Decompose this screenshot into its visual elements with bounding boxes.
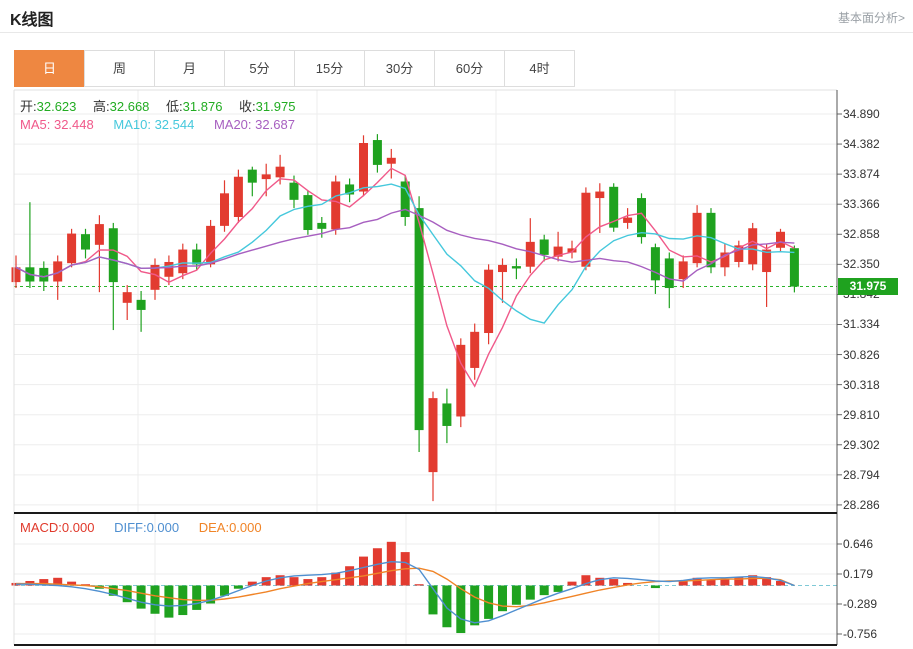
low-value: 31.876 — [182, 99, 223, 114]
header-divider — [0, 32, 913, 33]
ma10-value: 32.544 — [154, 117, 195, 132]
page-title: K线图 — [10, 12, 54, 29]
price-axis-label: 33.366 — [843, 197, 880, 212]
price-axis-label: 34.890 — [843, 107, 880, 121]
price-axis-label: 30.318 — [843, 377, 880, 392]
low-label: 低: — [166, 99, 183, 114]
open-label: 开: — [20, 99, 37, 114]
tab-month[interactable]: 月 — [154, 50, 225, 87]
price-axis-label: 34.382 — [843, 137, 880, 152]
price-axis-label: 30.826 — [843, 347, 880, 362]
price-axis-label: 33.874 — [843, 167, 880, 182]
ohlc-readout: 开:32.623 高:32.668 低:31.876 收:31.975 — [20, 96, 308, 115]
high-label: 高: — [93, 99, 110, 114]
close-value: 31.975 — [255, 99, 296, 114]
ma-readout: MA5: 32.448 MA10: 32.544 MA20: 32.687 — [20, 117, 311, 132]
macd-axis-label: 0.179 — [843, 567, 874, 581]
period-tab-bar: 日 周 月 5分 15分 30分 60分 4时 — [14, 50, 575, 87]
tab-week[interactable]: 周 — [84, 50, 155, 87]
macd-axis-label: 0.646 — [843, 537, 874, 551]
macd-label: MACD: — [20, 520, 62, 535]
diff-value: 0.000 — [146, 520, 180, 535]
ma5-value: 32.448 — [53, 117, 94, 132]
tab-day[interactable]: 日 — [14, 50, 85, 87]
price-axis-label: 32.858 — [843, 227, 880, 242]
macd-value: 0.000 — [61, 520, 95, 535]
macd-axis-label: -0.289 — [843, 597, 878, 611]
ma5-label: MA5: — [20, 117, 51, 132]
tab-60min[interactable]: 60分 — [434, 50, 505, 87]
diff-label: DIFF: — [114, 520, 147, 535]
tab-4hour[interactable]: 4时 — [504, 50, 575, 87]
price-axis-label: 28.286 — [843, 497, 880, 512]
fundamental-analysis-link[interactable]: 基本面分析> — [837, 11, 905, 25]
ma10-label: MA10: — [113, 117, 151, 132]
macd-axis-label: -0.756 — [843, 627, 878, 641]
macd-readout: MACD:0.000 DIFF:0.000 DEA:0.000 — [20, 520, 278, 535]
tab-15min[interactable]: 15分 — [294, 50, 365, 87]
ma20-value: 32.687 — [255, 117, 295, 132]
open-value: 32.623 — [36, 99, 77, 114]
close-label: 收: — [239, 99, 256, 114]
tab-5min[interactable]: 5分 — [224, 50, 295, 87]
price-axis-label: 28.794 — [843, 467, 880, 482]
price-axis-label: 29.810 — [843, 407, 880, 422]
price-axis-label: 29.302 — [843, 437, 880, 452]
current-price-badge: 31.975 — [838, 278, 898, 295]
price-axis-label: 32.350 — [843, 257, 880, 272]
dea-value: 0.000 — [229, 520, 262, 535]
tab-30min[interactable]: 30分 — [364, 50, 435, 87]
price-axis-label: 31.334 — [843, 317, 880, 332]
dea-label: DEA: — [198, 520, 230, 535]
ma20-label: MA20: — [213, 117, 252, 132]
high-value: 32.668 — [109, 99, 150, 114]
